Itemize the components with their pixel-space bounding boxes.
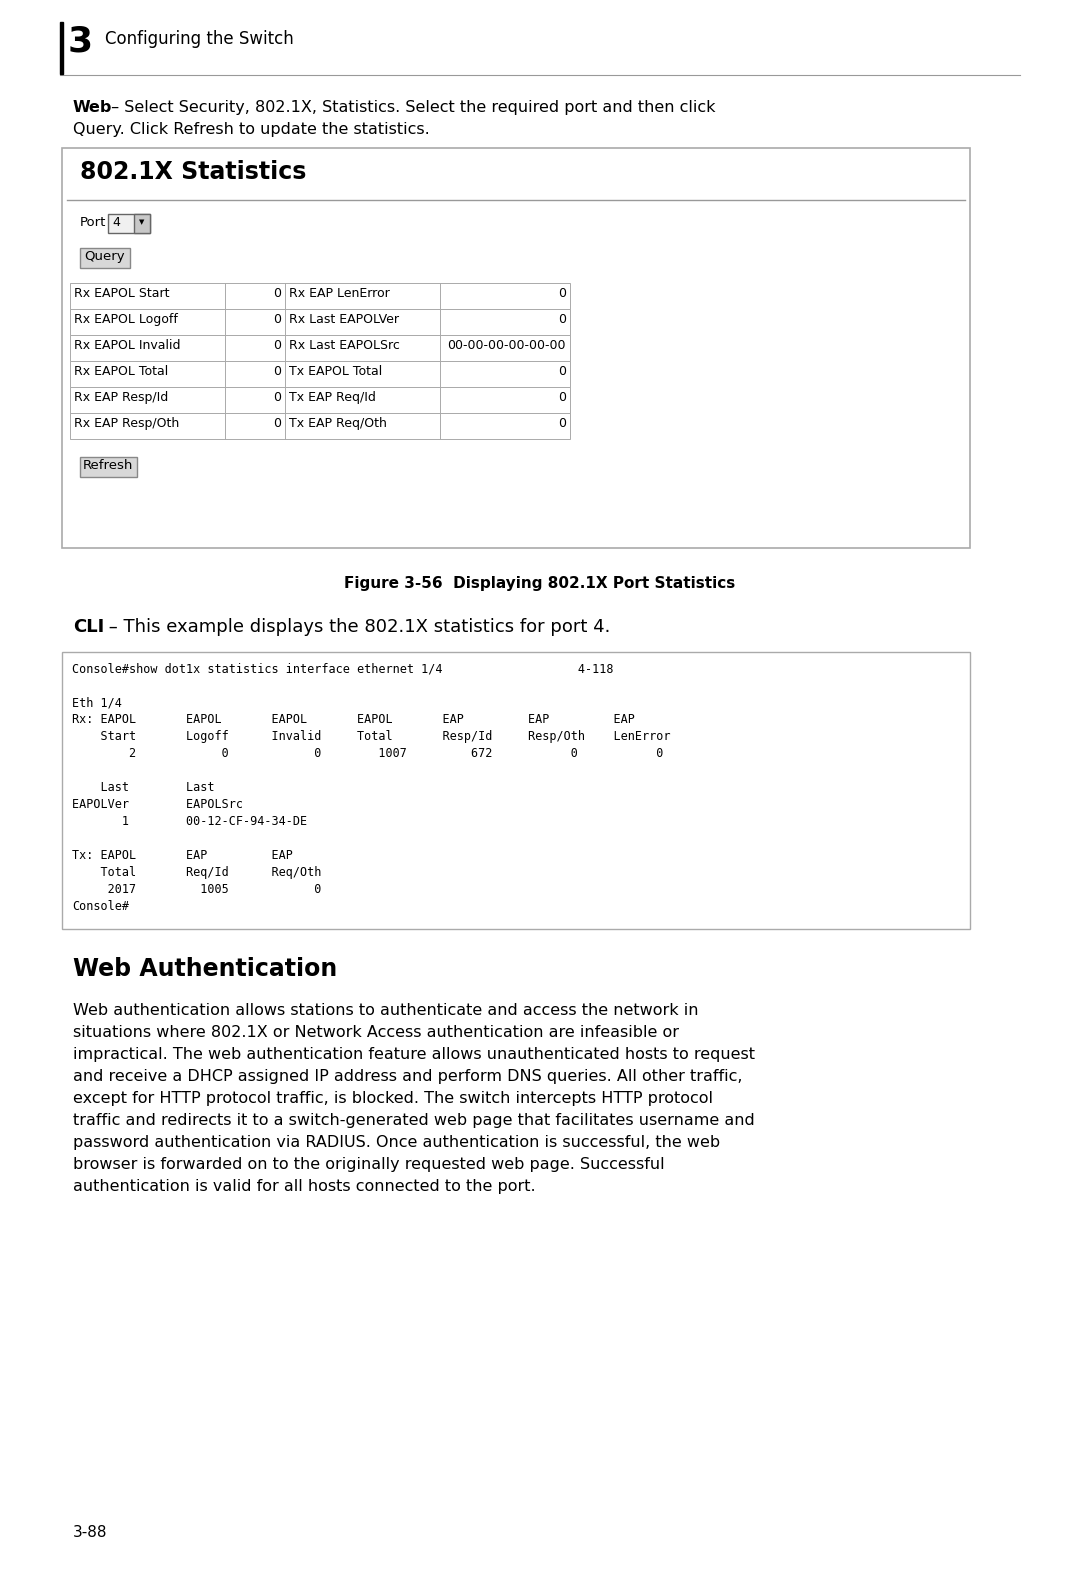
Text: – Select Security, 802.1X, Statistics. Select the required port and then click: – Select Security, 802.1X, Statistics. S… — [106, 100, 715, 115]
Text: Query. Click Refresh to update the statistics.: Query. Click Refresh to update the stati… — [73, 122, 430, 137]
Text: Rx EAP Resp/Id: Rx EAP Resp/Id — [75, 391, 168, 403]
Text: browser is forwarded on to the originally requested web page. Successful: browser is forwarded on to the originall… — [73, 1157, 664, 1171]
Bar — [62, 148, 970, 548]
Text: 0: 0 — [273, 287, 281, 300]
Text: 3-88: 3-88 — [73, 1524, 108, 1540]
Text: password authentication via RADIUS. Once authentication is successful, the web: password authentication via RADIUS. Once… — [73, 1135, 720, 1149]
Text: Console#show dot1x statistics interface ethernet 1/4                   4-118: Console#show dot1x statistics interface … — [72, 663, 613, 675]
Text: 802.1X Statistics: 802.1X Statistics — [80, 160, 307, 184]
Bar — [62, 652, 970, 929]
Text: Query: Query — [84, 250, 125, 264]
Text: Rx EAPOL Logoff: Rx EAPOL Logoff — [75, 312, 178, 327]
Text: 2            0            0        1007         672           0           0: 2 0 0 1007 672 0 0 — [72, 747, 663, 760]
Text: situations where 802.1X or Network Access authentication are infeasible or: situations where 802.1X or Network Acces… — [73, 1025, 679, 1039]
Text: Rx EAPOL Total: Rx EAPOL Total — [75, 364, 168, 378]
Text: 0: 0 — [558, 364, 566, 378]
Bar — [108, 214, 150, 232]
Bar — [80, 248, 130, 268]
Text: 0: 0 — [273, 391, 281, 403]
Bar — [70, 309, 570, 334]
Text: CLI: CLI — [73, 619, 105, 636]
Text: Refresh: Refresh — [83, 458, 133, 473]
Text: 0: 0 — [273, 339, 281, 352]
Text: 1        00-12-CF-94-34-DE: 1 00-12-CF-94-34-DE — [72, 815, 307, 827]
Text: 4: 4 — [112, 217, 120, 229]
Text: 0: 0 — [273, 418, 281, 430]
Text: Port: Port — [80, 217, 106, 229]
Text: and receive a DHCP assigned IP address and perform DNS queries. All other traffi: and receive a DHCP assigned IP address a… — [73, 1069, 743, 1083]
Text: Total       Req/Id      Req/Oth: Total Req/Id Req/Oth — [72, 867, 322, 879]
Text: Rx Last EAPOLSrc: Rx Last EAPOLSrc — [289, 339, 400, 352]
Bar — [70, 283, 570, 309]
Text: Eth 1/4: Eth 1/4 — [72, 696, 122, 710]
Text: Tx EAP Req/Oth: Tx EAP Req/Oth — [289, 418, 387, 430]
Text: Tx: EAPOL       EAP         EAP: Tx: EAPOL EAP EAP — [72, 849, 293, 862]
Text: Web Authentication: Web Authentication — [73, 958, 337, 981]
Text: 2017         1005            0: 2017 1005 0 — [72, 882, 322, 896]
Text: Rx EAPOL Invalid: Rx EAPOL Invalid — [75, 339, 180, 352]
Bar — [80, 457, 137, 477]
Text: Web authentication allows stations to authenticate and access the network in: Web authentication allows stations to au… — [73, 1003, 699, 1017]
Bar — [134, 214, 150, 232]
Text: EAPOLVer        EAPOLSrc: EAPOLVer EAPOLSrc — [72, 798, 243, 812]
Text: Rx EAP LenError: Rx EAP LenError — [289, 287, 390, 300]
Text: traffic and redirects it to a switch-generated web page that facilitates usernam: traffic and redirects it to a switch-gen… — [73, 1113, 755, 1127]
Text: 00-00-00-00-00-00: 00-00-00-00-00-00 — [447, 339, 566, 352]
Bar — [70, 334, 570, 361]
Text: Configuring the Switch: Configuring the Switch — [105, 30, 294, 49]
Text: 0: 0 — [558, 312, 566, 327]
Text: 0: 0 — [273, 312, 281, 327]
Text: 0: 0 — [558, 287, 566, 300]
Text: ▼: ▼ — [139, 218, 145, 225]
Bar — [70, 413, 570, 440]
Bar — [60, 22, 63, 74]
Text: – This example displays the 802.1X statistics for port 4.: – This example displays the 802.1X stati… — [103, 619, 610, 636]
Text: 3: 3 — [68, 24, 93, 58]
Bar — [70, 361, 570, 386]
Text: impractical. The web authentication feature allows unauthenticated hosts to requ: impractical. The web authentication feat… — [73, 1047, 755, 1061]
Text: Tx EAP Req/Id: Tx EAP Req/Id — [289, 391, 376, 403]
Text: Last        Last: Last Last — [72, 780, 215, 794]
Text: Figure 3-56  Displaying 802.1X Port Statistics: Figure 3-56 Displaying 802.1X Port Stati… — [345, 576, 735, 590]
Text: Rx Last EAPOLVer: Rx Last EAPOLVer — [289, 312, 399, 327]
Text: 0: 0 — [273, 364, 281, 378]
Text: except for HTTP protocol traffic, is blocked. The switch intercepts HTTP protoco: except for HTTP protocol traffic, is blo… — [73, 1091, 713, 1105]
Bar — [70, 386, 570, 413]
Text: Web: Web — [73, 100, 112, 115]
Text: Console#: Console# — [72, 900, 129, 914]
Text: Rx EAP Resp/Oth: Rx EAP Resp/Oth — [75, 418, 179, 430]
Text: Rx EAPOL Start: Rx EAPOL Start — [75, 287, 170, 300]
Text: authentication is valid for all hosts connected to the port.: authentication is valid for all hosts co… — [73, 1179, 536, 1195]
Text: 0: 0 — [558, 418, 566, 430]
Text: Tx EAPOL Total: Tx EAPOL Total — [289, 364, 382, 378]
Text: Rx: EAPOL       EAPOL       EAPOL       EAPOL       EAP         EAP         EAP: Rx: EAPOL EAPOL EAPOL EAPOL EAP EAP EAP — [72, 713, 635, 725]
Text: Start       Logoff      Invalid     Total       Resp/Id     Resp/Oth    LenError: Start Logoff Invalid Total Resp/Id Resp/… — [72, 730, 671, 743]
Text: 0: 0 — [558, 391, 566, 403]
